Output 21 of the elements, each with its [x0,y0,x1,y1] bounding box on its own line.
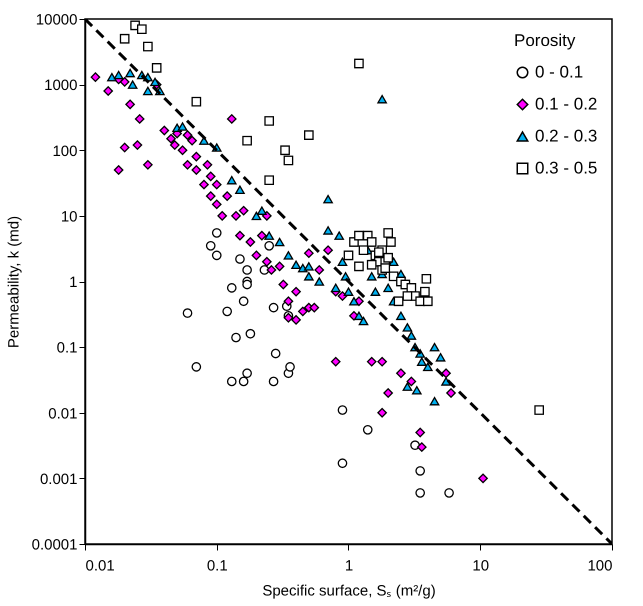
x-tick-label: 0.1 [206,558,228,574]
y-tick-label: 100 [52,142,78,160]
y-tick-label: 0.0001 [32,536,78,554]
x-axis-title: Specific surface, Sₛ (m²/g) [262,582,436,600]
x-tick-label: 1 [344,558,354,574]
y-axis-title: Permeability, k (md) [6,216,23,348]
y-tick-label: 0.01 [48,405,78,422]
legend-label: 0.3 - 0.5 [535,158,598,178]
y-tick-label: 10000 [36,12,78,28]
y-tick-label: 0.1 [56,340,78,357]
y-tick-label: 1 [69,274,78,291]
y-tick-label: 0.001 [40,470,78,488]
y-tick-label: 10 [60,208,78,226]
legend-label: 0 - 0.1 [535,62,584,82]
legend-label: 0.1 - 0.2 [535,94,598,114]
x-tick-label: 10 [472,558,490,574]
x-tick-label: 0.01 [86,558,115,574]
x-tick-label: 100 [587,558,612,574]
y-tick-label: 1000 [44,77,78,94]
legend-title: Porosity [514,31,576,50]
legend-label: 0.2 - 0.3 [535,126,598,146]
